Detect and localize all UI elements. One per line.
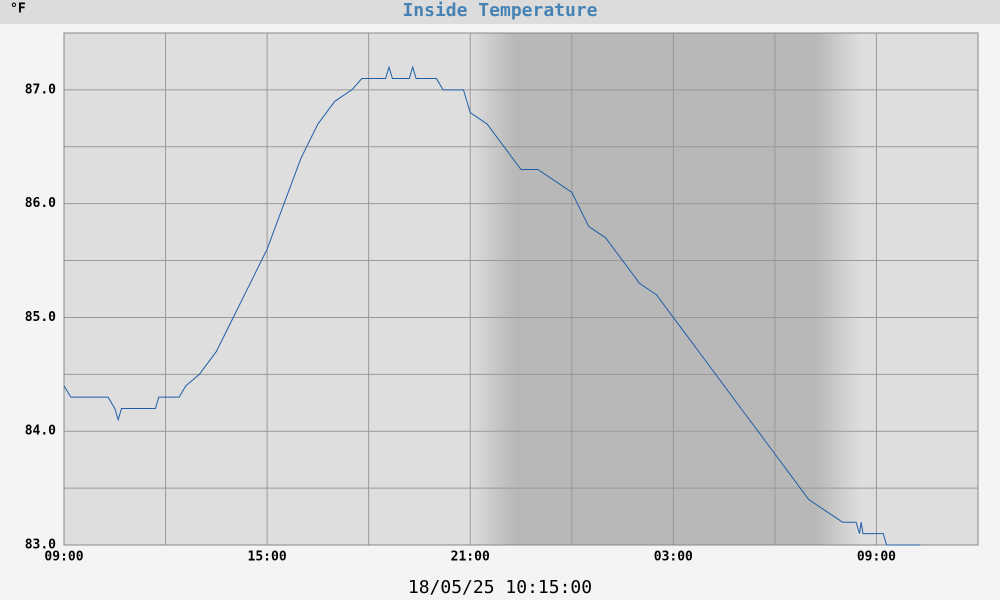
x-tick-label: 09:00 bbox=[44, 550, 83, 565]
x-tick-label: 09:00 bbox=[857, 550, 896, 565]
x-tick-label: 21:00 bbox=[451, 550, 490, 565]
y-tick-label: 85.0 bbox=[25, 310, 56, 325]
night-band bbox=[514, 33, 816, 545]
y-unit: °F bbox=[10, 2, 26, 17]
y-tick-label: 84.0 bbox=[25, 424, 56, 439]
data-line bbox=[63, 65, 921, 546]
chart-title: Inside Temperature bbox=[402, 0, 597, 21]
x-tick-label: 03:00 bbox=[654, 550, 693, 565]
night-fade bbox=[815, 33, 861, 545]
plot-border bbox=[63, 32, 979, 546]
y-tick-label: 83.0 bbox=[25, 538, 56, 553]
y-tick-label: 87.0 bbox=[25, 82, 56, 97]
y-tick-label: 86.0 bbox=[25, 196, 56, 211]
header-bar bbox=[0, 0, 1000, 24]
night-fade bbox=[469, 33, 515, 545]
x-tick-label: 15:00 bbox=[248, 550, 287, 565]
timestamp: 18/05/25 10:15:00 bbox=[408, 577, 592, 598]
